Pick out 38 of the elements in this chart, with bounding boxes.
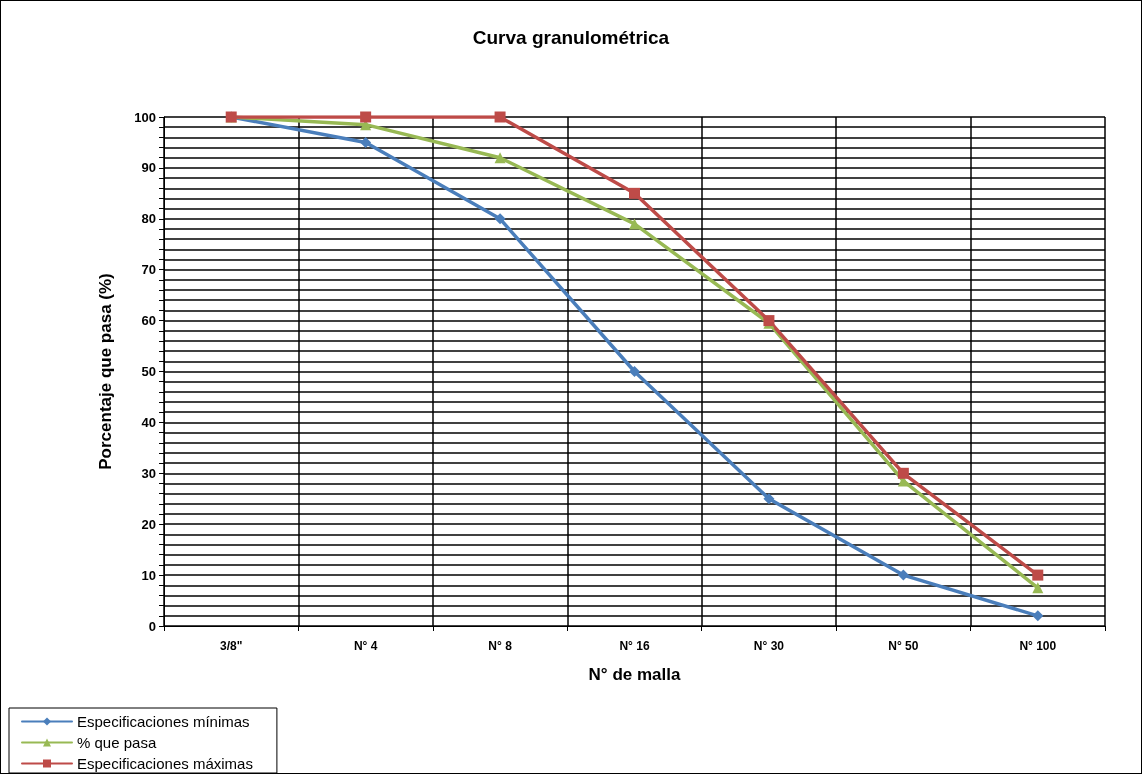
point [494,111,506,123]
point [629,366,640,377]
x-tick-label: N° 8 [488,639,513,653]
y-tick-label: 60 [141,313,156,329]
point [897,569,909,581]
y-tick-label: 10 [141,567,156,583]
x-tick-label: N° 16 [619,639,650,653]
point [629,218,640,230]
y-tick-label: 50 [141,364,156,379]
y-tick-label: 0 [148,618,156,634]
point [1032,582,1044,594]
point [629,187,640,199]
x-tick-label: 3/8" [220,639,243,653]
legend-label: Especificaciones mínimas [77,713,250,730]
y-tick-label: 70 [141,262,156,278]
point [360,136,372,148]
point [1032,569,1044,581]
y-tick-label: 100 [134,109,156,125]
legend-label: % que pasa [77,734,157,751]
y-tick-label: 80 [141,211,156,227]
y-tick-label: 30 [141,465,156,481]
point [897,467,909,479]
y-tick-label: 20 [141,516,156,532]
point [494,152,506,164]
point [763,493,775,505]
y-tick-label: 40 [141,414,156,430]
x-tick-label: N° 4 [353,639,378,653]
point [494,213,506,225]
chart-title: Curva granulométrica [472,27,670,48]
x-tick-label: N° 100 [1019,639,1057,653]
x-tick-label: N° 30 [753,639,785,653]
y-tick-label: 90 [141,160,156,176]
y-axis-title: Porcentaje que pasa (%) [96,273,115,470]
x-axis-title: N° de malla [588,665,681,684]
x-tick-label: N° 50 [888,639,919,653]
point [360,111,372,123]
point [1032,610,1044,622]
legend-label: Especificaciones máximas [77,755,253,772]
